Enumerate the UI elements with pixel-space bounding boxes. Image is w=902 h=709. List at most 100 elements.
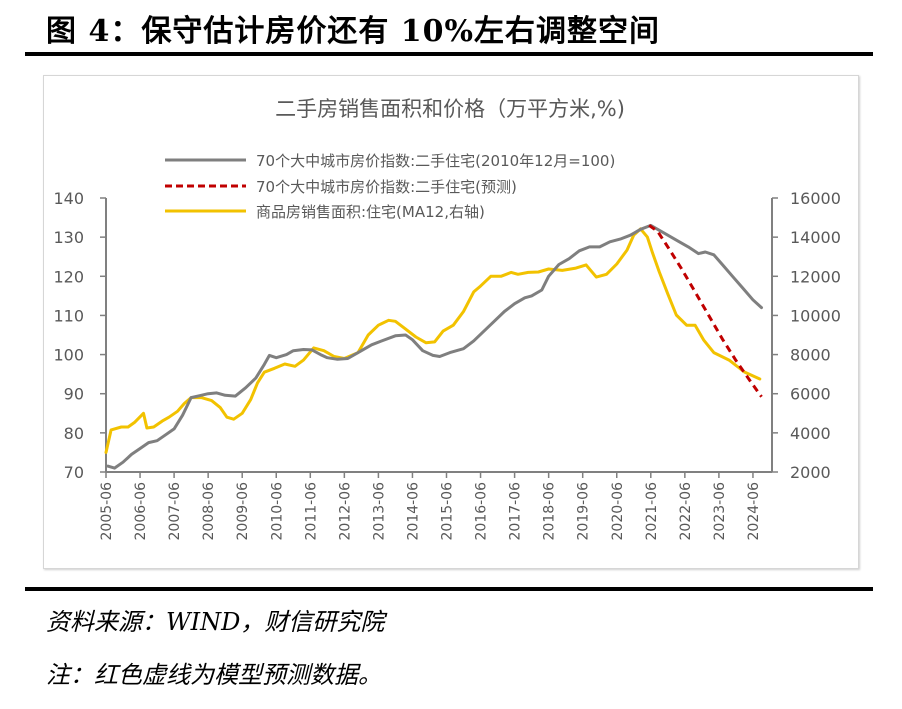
data-point-yellow (146, 427, 148, 429)
data-point-yellow (120, 426, 122, 428)
data-point-gray (360, 350, 362, 352)
data-point-gray (181, 414, 183, 416)
data-point-yellow (142, 412, 144, 414)
data-point-gray (292, 350, 294, 352)
y-tick-label-left: 110 (53, 306, 84, 325)
data-point-gray (483, 330, 485, 332)
data-point-red (708, 314, 710, 316)
data-point-yellow (302, 359, 304, 361)
data-point-yellow (675, 314, 677, 316)
bottom-rule (25, 587, 873, 591)
data-point-yellow (575, 267, 577, 269)
data-point-yellow (294, 365, 296, 367)
data-point-gray (721, 263, 723, 265)
data-point-yellow (759, 378, 761, 380)
x-tick-label: 2022-06 (678, 482, 694, 541)
chart-title: 二手房销售面积和价格（万平方米,%) (275, 97, 625, 121)
data-point-yellow (442, 330, 444, 332)
data-point-yellow (168, 416, 170, 418)
data-point-gray (113, 467, 115, 469)
data-point-yellow (387, 319, 389, 321)
data-point-yellow (595, 276, 597, 278)
data-point-gray (268, 354, 270, 356)
data-point-yellow (226, 416, 228, 418)
data-point-yellow (547, 268, 549, 270)
data-point-yellow (713, 351, 715, 353)
x-tick-label: 2024-06 (746, 482, 762, 541)
data-point-gray (263, 363, 265, 365)
legend-label-yellow: 商品房销售面积:住宅(MA12,右轴) (256, 203, 485, 221)
x-tick-label: 2015-06 (440, 482, 456, 541)
data-point-red (680, 267, 682, 269)
data-point-yellow (127, 426, 129, 428)
data-point-gray (524, 297, 526, 299)
y-tick-label-right: 4000 (790, 424, 831, 443)
x-tick-label: 2006-06 (133, 482, 149, 541)
data-point-gray (190, 396, 192, 398)
data-point-gray (164, 434, 166, 436)
data-point-yellow (241, 412, 243, 414)
y-tick-label-left: 70 (64, 463, 84, 482)
x-tick-label: 2008-06 (201, 482, 217, 541)
data-point-yellow (250, 398, 252, 400)
data-point-red (735, 359, 737, 361)
data-point-gray (449, 351, 451, 353)
y-tick-label-left: 80 (64, 424, 84, 443)
x-tick-label: 2010-06 (269, 482, 285, 541)
data-point-yellow (176, 410, 178, 412)
data-point-gray (503, 310, 505, 312)
top-rule (25, 52, 873, 56)
data-point-gray (311, 349, 313, 351)
data-point-gray (255, 377, 257, 379)
data-point-gray (139, 447, 141, 449)
data-point-gray (319, 353, 321, 355)
data-point-gray (302, 348, 304, 350)
x-tick-label: 2011-06 (303, 482, 319, 541)
y-tick-label-left: 90 (64, 385, 84, 404)
data-point-yellow (404, 328, 406, 330)
data-point-yellow (425, 342, 427, 344)
x-tick-label: 2021-06 (644, 482, 660, 541)
data-point-gray (541, 289, 543, 291)
data-point-yellow (527, 271, 529, 273)
data-point-gray (381, 340, 383, 342)
data-point-yellow (537, 271, 539, 273)
data-point-gray (473, 340, 475, 342)
y-tick-label-right: 12000 (790, 267, 841, 286)
data-point-yellow (646, 236, 648, 238)
y-tick-label-left: 100 (53, 346, 84, 365)
data-point-gray (347, 357, 349, 359)
data-point-gray (432, 354, 434, 356)
data-point-gray (629, 234, 631, 236)
series-line-gray (106, 223, 763, 470)
data-point-gray (285, 353, 287, 355)
data-point-red (667, 246, 669, 248)
plot-area (104, 223, 763, 470)
data-point-gray (609, 241, 611, 243)
data-point-yellow (323, 350, 325, 352)
y-tick-label-left: 120 (53, 267, 84, 286)
data-point-gray (462, 348, 464, 350)
legend-label-gray: 70个大中城市房价指数:二手住宅(2010年12月=100) (256, 152, 615, 170)
data-point-yellow (233, 418, 235, 420)
data-point-gray (394, 335, 396, 337)
data-point-yellow (728, 359, 730, 361)
x-tick-label: 2018-06 (542, 482, 558, 541)
data-point-yellow (658, 271, 660, 273)
data-point-gray (198, 395, 200, 397)
data-point-gray (404, 334, 406, 336)
data-point-gray (530, 295, 532, 297)
data-point-gray (216, 392, 218, 394)
data-point-yellow (263, 371, 265, 373)
data-point-gray (207, 393, 209, 395)
data-point-gray (122, 461, 124, 463)
y-tick-label-right: 6000 (790, 385, 831, 404)
y-tick-label-right: 14000 (790, 228, 841, 247)
data-point-red (760, 396, 762, 398)
data-point-yellow (500, 275, 502, 277)
data-point-gray (234, 395, 236, 397)
data-point-yellow (433, 341, 435, 343)
chart-frame (43, 75, 859, 569)
data-point-yellow (415, 336, 417, 338)
data-point-yellow (377, 324, 379, 326)
